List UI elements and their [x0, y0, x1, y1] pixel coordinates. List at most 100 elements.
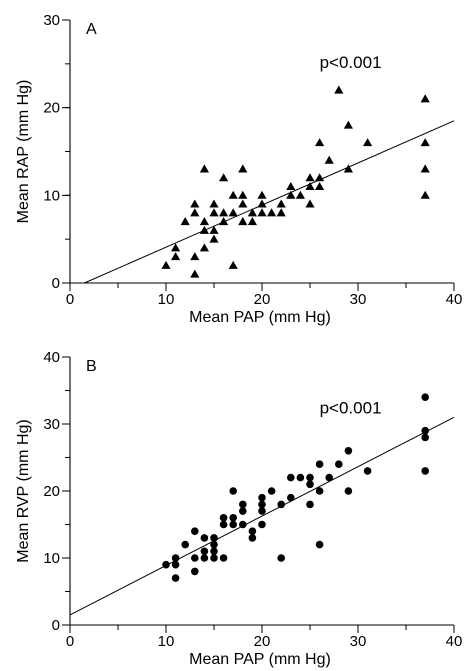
- panel-b-data-point: [239, 520, 247, 529]
- panel-b-data-point: [248, 534, 257, 542]
- panel-b-x-tick-label: 40: [446, 633, 463, 650]
- panel-b-data-point: [171, 554, 180, 562]
- panel-a-data-point: [257, 208, 267, 217]
- panel-a-data-point: [199, 164, 209, 173]
- panel-a-data-point: [228, 260, 238, 269]
- panel-b-data-point: [171, 574, 180, 582]
- panel-a-y-tick-label: 20: [43, 100, 60, 117]
- panel-a-data-point: [315, 138, 325, 147]
- panel-b-data-point: [210, 547, 218, 556]
- panel-b-x-tick-label: 30: [350, 633, 367, 650]
- panel-b-y-tick-label: 0: [52, 617, 60, 634]
- panel-a-data-point: [420, 190, 430, 199]
- panel-b-data-point: [191, 554, 199, 562]
- panel-b-data-point: [229, 487, 237, 495]
- panel-a-data-point: [420, 164, 430, 173]
- panel-a-y-tick-label: 0: [52, 275, 60, 292]
- panel-b-data-point: [219, 520, 228, 529]
- panel-a-data-point: [247, 217, 257, 226]
- panel-a-data-point: [171, 243, 181, 252]
- panel-a-data-point: [286, 181, 296, 191]
- panel-b-p-value: p<0.001: [320, 398, 382, 417]
- panel-a-data-point: [171, 252, 181, 261]
- panel-b-data-point: [239, 500, 247, 509]
- panel-b-regression-line: [69, 416, 455, 616]
- panel-b-data-point: [287, 493, 295, 502]
- panel-a-data-point: [190, 269, 200, 278]
- panel-a-data-point: [343, 164, 353, 173]
- panel-a-x-tick-label: 10: [158, 291, 175, 308]
- panel-a-data-point: [276, 199, 286, 208]
- panel-a-data-point: [295, 190, 305, 199]
- panel-a-data-point: [305, 199, 315, 208]
- panel-b-data-point: [421, 393, 430, 402]
- panel-b-y-tick-label: 10: [43, 550, 60, 567]
- panel-a-data-point: [180, 217, 190, 226]
- panel-a-data-point: [363, 138, 373, 147]
- panel-b-data-point: [344, 487, 353, 495]
- panel-b-data-point: [210, 540, 218, 549]
- panel-a-data-point: [209, 199, 219, 208]
- panel-b-data-point: [258, 507, 266, 515]
- panel-a-panel-label: A: [86, 21, 97, 38]
- panel-a-data-point: [219, 208, 229, 217]
- panel-b-data-point: [191, 567, 199, 576]
- panel-b-data-point: [325, 473, 334, 482]
- panel-a: 0 10 20 30 40 0 10 20 30 Mean PAP (mm Hg) Mean RAP…: [15, 12, 462, 326]
- panel-a-data-point: [305, 181, 315, 191]
- panel-a-data-point: [209, 234, 219, 243]
- panel-a-data-point: [190, 252, 200, 261]
- panel-b-data-point: [229, 514, 237, 522]
- panel-b-data-point: [363, 467, 372, 475]
- panel-a-data-point: [276, 208, 286, 217]
- panel-b-y-axis-label: Mean RVP (mm Hg): [15, 419, 32, 562]
- panel-a-data-point: [219, 217, 229, 226]
- panel-b-data-point: [200, 534, 209, 542]
- panel-b-x-tick-label: 10: [158, 633, 175, 650]
- panel-a-data-point: [247, 208, 257, 217]
- panel-b-data-point: [315, 487, 324, 495]
- panel-a-y-tick-label: 10: [43, 187, 60, 204]
- panel-a-data-point: [315, 181, 325, 191]
- panel-a-data-point: [257, 199, 267, 208]
- panel-a-data-point: [219, 173, 229, 182]
- panel-b-x-tick-label: 20: [254, 633, 271, 650]
- panel-b-data-point: [267, 487, 276, 495]
- panel-a-data-point: [199, 217, 209, 226]
- panel-a-data-point: [238, 164, 248, 173]
- panel-b-y-tick-label: 20: [43, 483, 60, 500]
- panel-b-data-point: [421, 467, 430, 475]
- panel-b-x-axis-label: Mean PAP (mm Hg): [189, 651, 331, 668]
- panel-a-data-point: [315, 173, 325, 182]
- panel-b-data-point: [277, 554, 286, 562]
- panel-b-data-point: [306, 473, 314, 482]
- panel-b-data-point: [258, 493, 266, 502]
- panel-b-data-point: [229, 520, 237, 529]
- panel-a-y-axis-label: Mean RAP (mm Hg): [15, 80, 32, 224]
- panel-a-data-point: [199, 225, 209, 234]
- panel-a-x-tick-label: 0: [66, 291, 74, 308]
- panel-b-panel-label: B: [86, 358, 97, 375]
- panel-a-data-point: [228, 190, 238, 199]
- panel-a-data-point: [343, 120, 353, 129]
- panel-b-data-point: [239, 507, 247, 515]
- panel-b-data-point: [210, 554, 218, 562]
- panel-b-data-point: [171, 560, 180, 569]
- panel-b-data-point: [306, 500, 314, 509]
- panel-a-data-point: [190, 199, 200, 208]
- panel-b-data-point: [200, 554, 209, 562]
- panel-a-y-tick-label: 30: [43, 12, 60, 29]
- panel-a-data-point: [238, 199, 248, 208]
- panel-a-data-point: [161, 260, 171, 269]
- panel-a-x-tick-label: 40: [446, 291, 463, 308]
- panel-b-data-point: [181, 540, 189, 549]
- panel-a-data-point: [209, 225, 219, 234]
- panel-b-data-point: [296, 473, 305, 482]
- panel-a-regression-line: [84, 120, 455, 284]
- panel-b-data-point: [421, 426, 430, 435]
- panel-a-data-point: [238, 217, 248, 226]
- panel-a-data-point: [267, 208, 277, 217]
- panel-a-data-point: [257, 190, 267, 199]
- panel-a-data-point: [209, 208, 219, 217]
- panel-b-data-point: [421, 433, 430, 442]
